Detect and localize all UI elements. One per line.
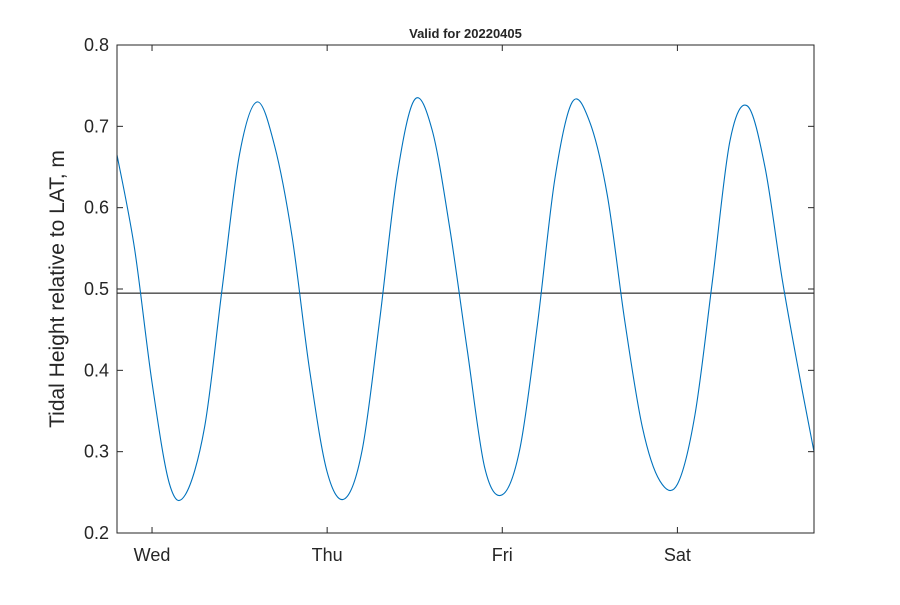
tide-series-line-0 bbox=[116, 97, 815, 502]
x-tick-label: Fri bbox=[492, 545, 513, 565]
plot-background bbox=[117, 45, 814, 533]
x-tick-label: Thu bbox=[312, 545, 343, 565]
y-tick-label: 0.3 bbox=[84, 442, 109, 462]
chart-title: Valid for 20220405 bbox=[409, 26, 522, 41]
y-tick-label: 0.7 bbox=[84, 116, 109, 136]
y-tick-label: 0.5 bbox=[84, 279, 109, 299]
y-axis-label: Tidal Height relative to LAT, m bbox=[46, 150, 69, 428]
x-tick-label: Wed bbox=[134, 545, 171, 565]
y-tick-label: 0.8 bbox=[84, 35, 109, 55]
y-tick-label: 0.4 bbox=[84, 360, 109, 380]
y-tick-label: 0.6 bbox=[84, 198, 109, 218]
x-tick-label: Sat bbox=[664, 545, 691, 565]
y-tick-label: 0.2 bbox=[84, 523, 109, 543]
plot-layer: 0.2 0.3 0.4 0.5 0.6 0.7 0.8 Wed Thu Fri Sat bbox=[84, 35, 815, 565]
